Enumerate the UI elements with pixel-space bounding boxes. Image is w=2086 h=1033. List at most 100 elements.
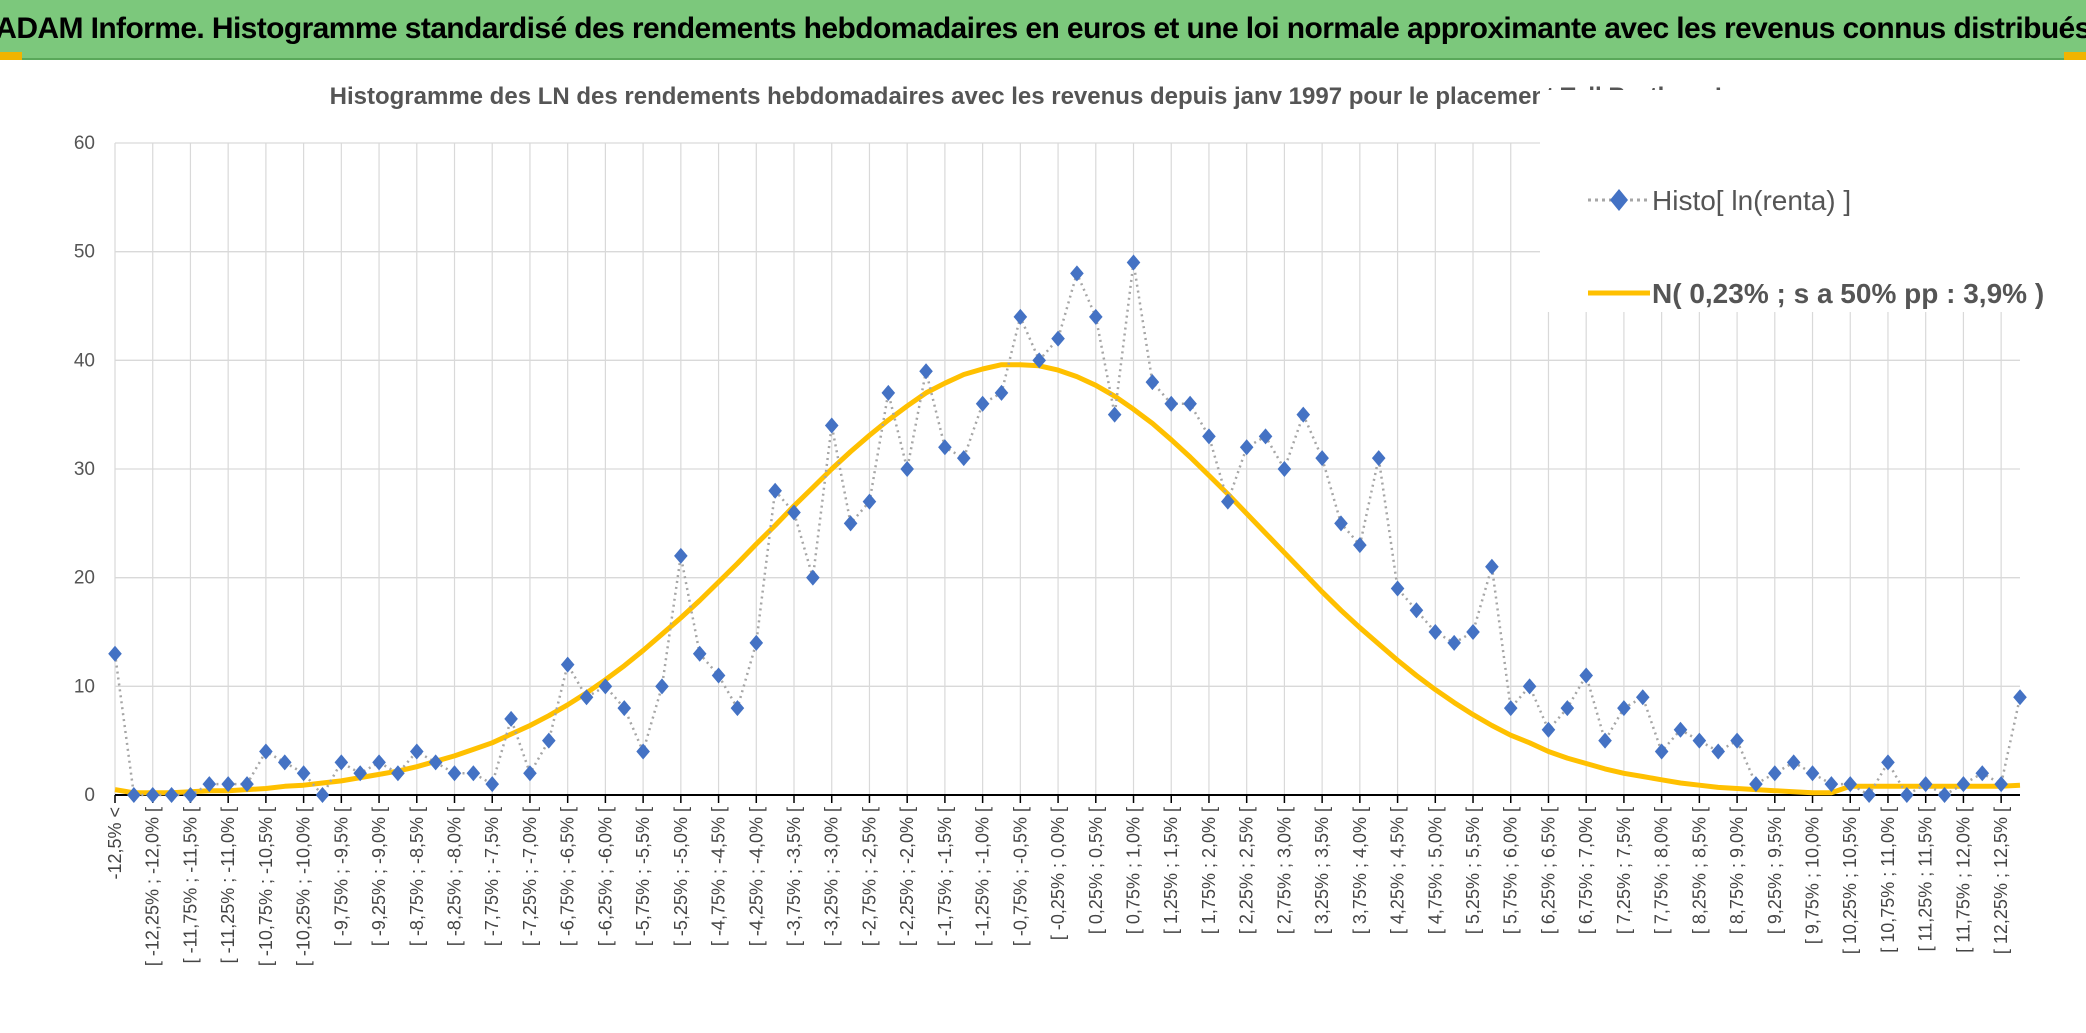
histo-point-94 — [1881, 754, 1895, 771]
histo-point-2 — [145, 787, 160, 803]
x-tick-label-22: [ -7,25% ; -7,0% [ — [520, 807, 540, 946]
x-tick-label-62: [ 2,75% ; 3,0% [ — [1274, 807, 1294, 934]
histo-point-41 — [881, 384, 896, 401]
histo-point-40 — [862, 493, 877, 510]
histo-point-18 — [447, 765, 462, 782]
histo-point-4 — [183, 787, 198, 803]
chart-area: Histogramme des LN des rendements hebdom… — [0, 60, 2086, 1033]
histo-point-69 — [1409, 602, 1424, 619]
histo-point-93 — [1862, 787, 1876, 803]
histo-point-15 — [391, 765, 405, 782]
histo-point-26 — [598, 678, 613, 695]
histo-point-13 — [353, 765, 367, 782]
legend-histo-label: Histo[ ln(renta) ] — [1652, 185, 1851, 216]
histo-point-72 — [1466, 624, 1480, 640]
histo-point-56 — [1164, 395, 1179, 412]
histo-point-59 — [1221, 493, 1235, 510]
histo-point-90 — [1805, 765, 1820, 782]
histo-point-1 — [127, 787, 141, 803]
y-tick-label-5: 50 — [74, 242, 95, 263]
histo-point-71 — [1447, 634, 1461, 651]
x-tick-label-30: [ -5,25% ; -5,0% [ — [671, 807, 691, 946]
x-tick-label-40: [ -2,75% ; -2,5% [ — [859, 807, 879, 946]
histo-point-6 — [221, 776, 235, 793]
histo-point-67 — [1371, 450, 1386, 467]
histo-point-99 — [1975, 765, 1990, 782]
histo-point-64 — [1315, 450, 1329, 467]
histo-point-68 — [1390, 580, 1405, 597]
histo-point-21 — [504, 710, 518, 727]
report-title: ADAM Informe. Histogramme standardisé de… — [0, 12, 2086, 45]
histo-point-10 — [296, 765, 311, 782]
histo-point-88 — [1768, 765, 1782, 782]
histo-point-82 — [1654, 743, 1669, 760]
x-tick-label-76: [ 6,25% ; 6,5% [ — [1538, 807, 1558, 934]
histo-point-0 — [108, 645, 122, 662]
x-tick-label-90: [ 9,75% ; 10,0% [ — [1803, 807, 1823, 944]
histo-point-70 — [1428, 624, 1443, 640]
x-tick-label-34: [ -4,25% ; -4,0% [ — [746, 807, 766, 946]
histo-point-53 — [1107, 406, 1122, 423]
x-tick-label-38: [ -3,25% ; -3,0% [ — [822, 807, 842, 946]
histo-point-80 — [1617, 700, 1631, 717]
histo-point-83 — [1673, 721, 1688, 738]
x-tick-label-50: [ -0,25% ; 0,0% [ — [1048, 807, 1068, 940]
x-tick-label-96: [ 11,25% ; 11,5% [ — [1916, 807, 1936, 951]
x-tick-label-58: [ 1,75% ; 2,0% [ — [1199, 807, 1219, 934]
histo-point-75 — [1522, 678, 1537, 695]
histo-point-76 — [1541, 721, 1556, 738]
x-tick-label-10: [ -10,25% ; -10,0% [ — [294, 807, 314, 966]
histo-point-78 — [1579, 667, 1593, 684]
x-tick-label-92: [ 10,25% ; 10,5% [ — [1840, 807, 1860, 954]
histo-point-63 — [1296, 406, 1311, 423]
histo-point-58 — [1202, 428, 1216, 445]
normal-curve-layer — [114, 362, 2021, 796]
x-tick-label-100: [ 12,25% ; 12,5% [ — [1991, 807, 2011, 954]
x-tick-label-18: [ -8,25% ; -8,0% [ — [445, 807, 465, 946]
histo-point-27 — [617, 700, 632, 717]
histo-point-50 — [1051, 330, 1065, 347]
histo-point-49 — [1032, 352, 1047, 369]
histo-point-65 — [1334, 515, 1348, 532]
chart-legend: Histo[ ln(renta) ] N( 0,23% ; s a 50% pp… — [1540, 90, 2050, 312]
x-axis-ticks: -12,5% < [ -12,25% ; -12,0% [[ -11,75% ; … — [105, 795, 2011, 966]
histo-point-61 — [1258, 428, 1273, 445]
histo-point-101 — [2013, 689, 2027, 706]
histo-point-95 — [1900, 787, 1914, 803]
histogram-series-layer — [108, 254, 2027, 803]
banner-corner-accent-left — [0, 52, 22, 60]
x-tick-label-48: [ -0,75% ; -0,5% [ — [1010, 807, 1030, 946]
x-tick-label-8: [ -10,75% ; -10,5% [ — [256, 807, 276, 966]
histo-point-16 — [409, 743, 424, 760]
x-tick-label-44: [ -1,75% ; -1,5% [ — [935, 807, 955, 946]
histo-point-48 — [1013, 308, 1028, 325]
histo-series-line — [113, 262, 2022, 798]
histo-point-31 — [692, 645, 707, 662]
histo-point-35 — [768, 482, 782, 499]
histo-point-17 — [428, 754, 443, 771]
histo-point-52 — [1088, 308, 1103, 325]
histo-point-47 — [994, 384, 1009, 401]
x-tick-label-68: [ 4,25% ; 4,5% [ — [1388, 807, 1408, 934]
histo-point-37 — [806, 569, 820, 586]
y-tick-label-0: 0 — [84, 785, 95, 806]
histo-point-25 — [579, 689, 594, 706]
report-banner: ADAM Informe. Histogramme standardisé de… — [0, 0, 2086, 60]
x-tick-label-98: [ 11,75% ; 12,0% [ — [1953, 807, 1973, 953]
histo-point-79 — [1598, 732, 1612, 749]
x-tick-label-52: [ 0,25% ; 0,5% [ — [1086, 807, 1106, 934]
histo-point-84 — [1692, 732, 1707, 749]
histo-point-60 — [1239, 439, 1254, 456]
histo-point-12 — [334, 754, 349, 771]
histo-point-29 — [655, 678, 669, 695]
histo-point-14 — [372, 754, 386, 771]
chart-title: Histogramme des LN des rendements hebdom… — [330, 83, 1757, 110]
histo-point-28 — [636, 743, 650, 760]
x-tick-label-80: [ 7,25% ; 7,5% [ — [1614, 807, 1634, 934]
x-tick-label-70: [ 4,75% ; 5,0% [ — [1425, 807, 1445, 934]
x-tick-label-2: [ -12,25% ; -12,0% [ — [143, 807, 163, 966]
y-tick-label-2: 20 — [74, 568, 95, 589]
histo-point-22 — [523, 765, 537, 782]
x-tick-label-32: [ -4,75% ; -4,5% [ — [709, 807, 729, 946]
histo-point-81 — [1635, 689, 1650, 706]
